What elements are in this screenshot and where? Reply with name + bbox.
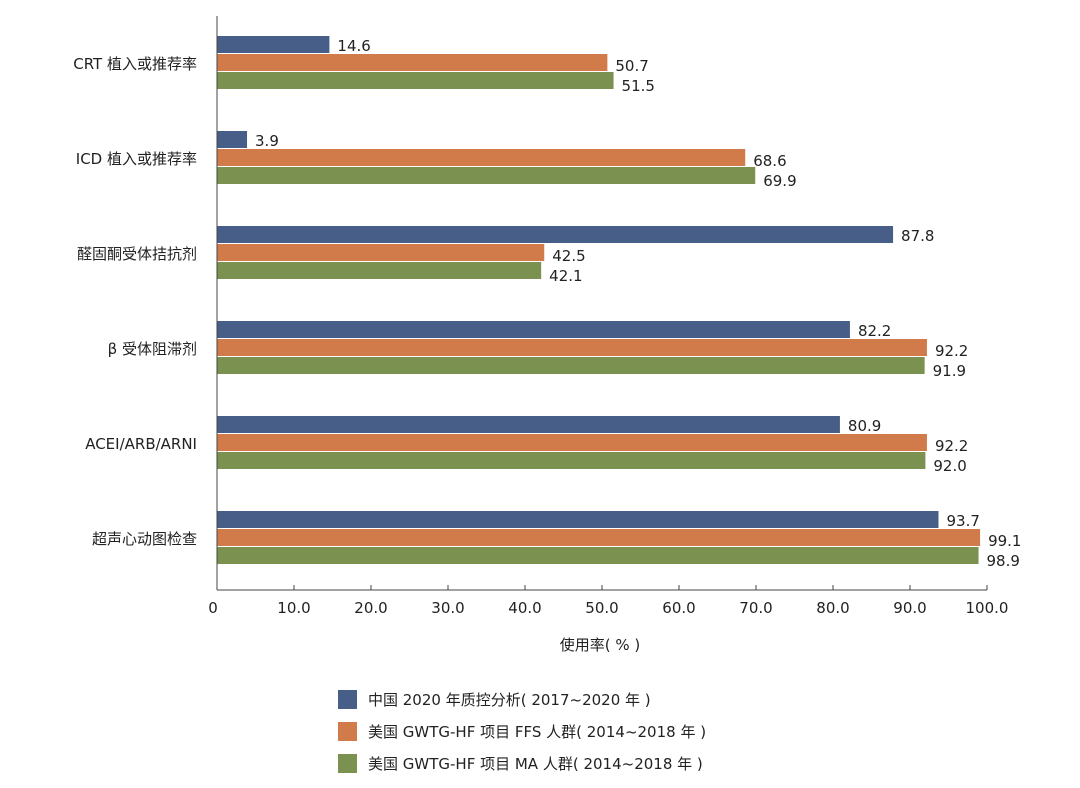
x-tick-label: 100.0 xyxy=(966,599,1009,617)
value-label: 98.9 xyxy=(987,552,1020,570)
bar xyxy=(217,54,608,71)
value-label: 80.9 xyxy=(848,417,881,435)
bar xyxy=(217,547,979,564)
bar xyxy=(217,167,756,184)
x-tick-label: 50.0 xyxy=(585,599,618,617)
value-label: 87.8 xyxy=(901,227,934,245)
bar xyxy=(217,339,927,356)
x-tick-label: 70.0 xyxy=(739,599,772,617)
legend-label: 美国 GWTG-HF 项目 MA 人群( 2014~2018 年 ) xyxy=(368,755,703,773)
value-label: 92.2 xyxy=(935,342,968,360)
category-label: ACEI/ARB/ARNI xyxy=(85,435,197,453)
legend-swatch xyxy=(338,754,357,773)
value-label: 42.5 xyxy=(552,247,585,265)
category-label: ICD 植入或推荐率 xyxy=(76,150,197,168)
category-label: β 受体阻滞剂 xyxy=(108,340,197,358)
bars-layer: 14.6 50.7 51.5 CRT 植入或推荐率 3.9 68.6 69.9 ICD 植入或… xyxy=(73,36,1021,570)
legend: 中国 2020 年质控分析( 2017~2020 年 ) 美国 GWTG-HF 项… xyxy=(338,690,706,773)
bar xyxy=(217,36,330,53)
value-label: 51.5 xyxy=(622,77,655,95)
value-label: 42.1 xyxy=(549,267,582,285)
x-tick-label: 30.0 xyxy=(431,599,464,617)
bar xyxy=(217,434,927,451)
bar xyxy=(217,416,840,433)
bar xyxy=(217,321,850,338)
x-tick-label: 0 xyxy=(208,599,218,617)
bar xyxy=(217,511,939,528)
legend-swatch xyxy=(338,722,357,741)
value-label: 50.7 xyxy=(615,57,648,75)
value-label: 92.0 xyxy=(933,457,966,475)
category-label: 醛固酮受体拮抗剂 xyxy=(77,245,197,263)
axes-layer: 0 10.0 20.0 30.0 40.0 50.0 60.0 70.0 80.0 90.0 100… xyxy=(208,16,1008,617)
bar xyxy=(217,262,542,279)
x-tick-label: 60.0 xyxy=(662,599,695,617)
bar xyxy=(217,357,925,374)
value-label: 91.9 xyxy=(933,362,966,380)
legend-label: 美国 GWTG-HF 项目 FFS 人群( 2014~2018 年 ) xyxy=(368,723,706,741)
x-tick-label: 40.0 xyxy=(508,599,541,617)
bar xyxy=(217,244,545,261)
x-axis-title: 使用率( % ) xyxy=(560,636,641,654)
legend-swatch xyxy=(338,690,357,709)
x-tick-label: 20.0 xyxy=(354,599,387,617)
value-label: 92.2 xyxy=(935,437,968,455)
legend-label: 中国 2020 年质控分析( 2017~2020 年 ) xyxy=(368,691,651,709)
x-tick-label: 90.0 xyxy=(893,599,926,617)
category-label: 超声心动图检查 xyxy=(92,530,197,548)
x-tick-label: 10.0 xyxy=(277,599,310,617)
value-label: 99.1 xyxy=(988,532,1021,550)
value-label: 14.6 xyxy=(337,37,370,55)
bar xyxy=(217,226,894,243)
value-label: 69.9 xyxy=(763,172,796,190)
bar xyxy=(217,149,746,166)
bar xyxy=(217,452,926,469)
bar xyxy=(217,72,614,89)
value-label: 82.2 xyxy=(858,322,891,340)
value-label: 68.6 xyxy=(753,152,786,170)
value-label: 3.9 xyxy=(255,132,279,150)
value-label: 93.7 xyxy=(946,512,979,530)
bar xyxy=(217,529,981,546)
x-tick-label: 80.0 xyxy=(816,599,849,617)
bar xyxy=(217,131,248,148)
category-label: CRT 植入或推荐率 xyxy=(73,55,197,73)
